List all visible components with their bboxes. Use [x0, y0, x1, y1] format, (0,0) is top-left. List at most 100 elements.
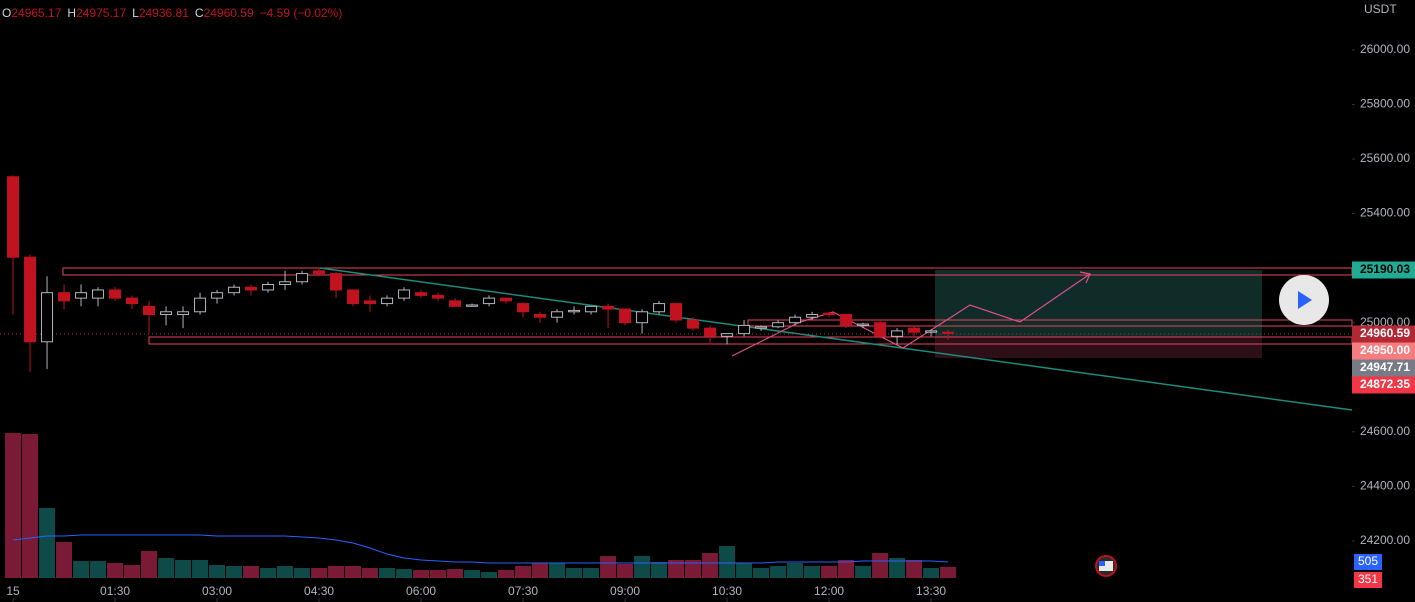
candle-body — [738, 324, 751, 335]
price-label: 24872.35 — [1360, 377, 1410, 391]
ohlc-value: 24960.59 — [204, 6, 254, 20]
volume-bar — [294, 568, 311, 578]
volume-ma-line — [12, 534, 949, 564]
y-tick-label: 25000.00 — [1360, 315, 1410, 329]
ohlc-letter: H — [67, 6, 76, 20]
candle-body — [7, 176, 20, 258]
candle-body — [160, 311, 173, 316]
volume-label-bg — [1354, 572, 1382, 588]
candle-body — [568, 309, 581, 313]
candle-body — [58, 292, 71, 302]
price-label: 25190.03 — [1360, 262, 1410, 276]
volume-bar — [379, 568, 396, 578]
candle-body — [194, 297, 207, 313]
price-label-bg — [1352, 376, 1415, 394]
price-label: 24947.71 — [1360, 360, 1410, 374]
y-tick-label: 24600.00 — [1360, 424, 1410, 438]
price-label-bg — [1352, 342, 1415, 360]
volume-bar — [107, 563, 124, 578]
volume-bar — [311, 568, 328, 578]
volume-bar — [549, 563, 566, 578]
candle-body — [262, 283, 275, 291]
y-tick-label: 24400.00 — [1360, 479, 1410, 493]
volume-bar — [447, 569, 464, 578]
x-tick-label: 10:30 — [712, 584, 742, 598]
projection-arrowhead — [1079, 271, 1091, 284]
y-tick-label: 25600.00 — [1360, 151, 1410, 165]
ohlc-value: 24975.17 — [76, 6, 126, 20]
candle-body — [840, 314, 853, 326]
volume-bar — [39, 508, 56, 578]
volume-label: 505 — [1358, 554, 1378, 568]
volume-bar — [73, 561, 90, 578]
candle-body — [41, 292, 54, 343]
event-icon-canton[interactable] — [1099, 561, 1105, 566]
volume-bar — [141, 551, 158, 578]
candle-body — [602, 305, 615, 310]
candle-body — [398, 289, 411, 299]
long-profit-zone — [935, 270, 1262, 337]
volume-bar — [124, 564, 141, 578]
volume-bar — [821, 566, 838, 578]
candle-body — [483, 297, 496, 305]
candle-body — [670, 303, 683, 321]
long-loss-zone — [935, 337, 1262, 358]
volume-bar — [209, 564, 226, 578]
x-tick-label: 15 — [6, 584, 20, 598]
volume-bar — [498, 569, 515, 578]
play-icon[interactable] — [1298, 291, 1312, 309]
volume-bar — [362, 568, 379, 578]
volume-bar — [90, 561, 107, 578]
candle-body — [551, 311, 564, 318]
price-label-bg — [1352, 261, 1415, 279]
candle-body — [653, 303, 666, 313]
x-tick-label: 01:30 — [100, 584, 130, 598]
y-tick-label: 25400.00 — [1360, 206, 1410, 220]
candle-body — [636, 311, 649, 324]
price-label: 24960.59 — [1360, 326, 1410, 340]
volume-bar — [855, 566, 872, 578]
play-button[interactable] — [1279, 275, 1329, 325]
volume-bar — [889, 558, 906, 578]
candle-body — [432, 294, 445, 299]
volume-bar — [685, 559, 702, 578]
candle-body — [500, 297, 513, 302]
event-icon[interactable] — [1095, 555, 1117, 577]
volume-bar — [192, 559, 209, 578]
drawings — [0, 267, 1353, 411]
candle-body — [908, 327, 921, 333]
candle-body — [755, 326, 768, 329]
candle-body — [721, 333, 734, 337]
candle-body — [364, 300, 377, 305]
ohlc-header: O24965.17 H24975.17 L24936.81 C24960.59 −4.5… — [2, 6, 342, 20]
volume-bar — [328, 566, 345, 578]
volume-bar — [753, 568, 770, 578]
volume-bar — [838, 559, 855, 578]
volume-bar — [430, 569, 447, 578]
y-tick-label: 24200.00 — [1360, 533, 1410, 547]
volume-bar — [668, 559, 685, 578]
event-icon-flag[interactable] — [1099, 561, 1113, 571]
candle-body — [296, 273, 309, 283]
volume-bar — [413, 569, 430, 578]
candle-body — [534, 314, 547, 318]
candle-body — [313, 270, 326, 275]
candle-body — [109, 289, 122, 299]
candle-body — [687, 319, 700, 329]
x-tick-label: 04:30 — [304, 584, 334, 598]
volume-bar — [345, 566, 362, 578]
volume-bar — [651, 561, 668, 578]
volume-bar — [719, 546, 736, 578]
price-label-bg — [1352, 359, 1415, 377]
volume-bar — [277, 566, 294, 578]
volume-bar — [872, 553, 889, 578]
candle-body — [789, 316, 802, 324]
candle-body — [585, 305, 598, 313]
candle-body — [806, 314, 819, 318]
candle-body — [415, 292, 428, 296]
volume-bar — [175, 559, 192, 578]
y-unit: USDT — [1364, 2, 1397, 16]
volume-bar — [617, 564, 634, 578]
candle-body — [874, 322, 887, 337]
candle-body — [772, 322, 785, 328]
